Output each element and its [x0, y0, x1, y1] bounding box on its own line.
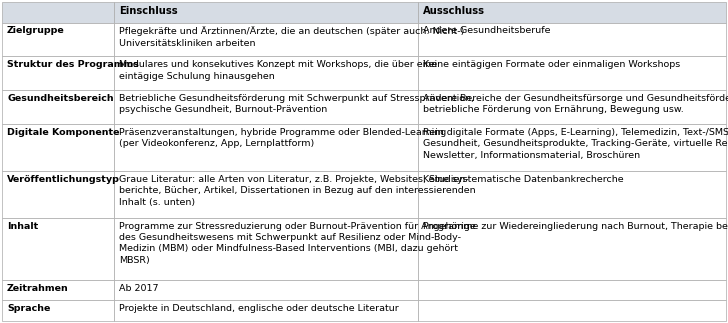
- Text: Rein digitale Formate (Apps, E-Learning), Telemedizin, Text-/SMS-basierte
Gesund: Rein digitale Formate (Apps, E-Learning)…: [423, 128, 728, 160]
- Bar: [114, 218, 418, 280]
- Bar: [418, 56, 726, 90]
- Bar: [2, 218, 114, 280]
- Bar: [2, 300, 114, 321]
- Bar: [114, 124, 418, 171]
- Text: Keine systematische Datenbankrecherche: Keine systematische Datenbankrecherche: [423, 175, 624, 184]
- Text: Präsenzveranstaltungen, hybride Programme oder Blended-Learning
(per Videokonfer: Präsenzveranstaltungen, hybride Programm…: [119, 128, 446, 148]
- Bar: [418, 90, 726, 124]
- Text: Veröffentlichungstyp: Veröffentlichungstyp: [7, 175, 120, 184]
- Text: Betriebliche Gesundheitsförderung mit Schwerpunkt auf Stressprävention,
psychisc: Betriebliche Gesundheitsförderung mit Sc…: [119, 94, 475, 114]
- Text: Einschluss: Einschluss: [119, 5, 178, 16]
- Bar: [114, 280, 418, 300]
- Bar: [2, 2, 114, 23]
- Text: Ab 2017: Ab 2017: [119, 284, 159, 293]
- Text: Struktur des Programms: Struktur des Programms: [7, 60, 139, 69]
- Bar: [418, 171, 726, 218]
- Bar: [418, 2, 726, 23]
- Bar: [2, 23, 114, 56]
- Text: Programme zur Wiedereingliederung nach Burnout, Therapie bei Burnout: Programme zur Wiedereingliederung nach B…: [423, 222, 728, 231]
- Text: Andere Bereiche der Gesundheitsfürsorge und Gesundheitsförderung,
betriebliche F: Andere Bereiche der Gesundheitsfürsorge …: [423, 94, 728, 114]
- Bar: [2, 124, 114, 171]
- Text: Keine eintägigen Formate oder einmaligen Workshops: Keine eintägigen Formate oder einmaligen…: [423, 60, 681, 69]
- Bar: [418, 280, 726, 300]
- Bar: [114, 171, 418, 218]
- Bar: [2, 56, 114, 90]
- Bar: [418, 300, 726, 321]
- Bar: [114, 56, 418, 90]
- Text: Programme zur Stressreduzierung oder Burnout-Prävention für Angehörige
des Gesun: Programme zur Stressreduzierung oder Bur…: [119, 222, 476, 265]
- Text: Graue Literatur: alle Arten von Literatur, z.B. Projekte, Websites, Studien-
ber: Graue Literatur: alle Arten von Literatu…: [119, 175, 476, 206]
- Text: Pflegekräfte und Ärztinnen/Ärzte, die an deutschen (später auch: Nicht-)
Univers: Pflegekräfte und Ärztinnen/Ärzte, die an…: [119, 26, 464, 47]
- Text: Gesundheitsbereich: Gesundheitsbereich: [7, 94, 114, 103]
- Bar: [418, 218, 726, 280]
- Bar: [2, 171, 114, 218]
- Text: Sprache: Sprache: [7, 304, 50, 313]
- Text: Zeitrahmen: Zeitrahmen: [7, 284, 68, 293]
- Bar: [418, 23, 726, 56]
- Bar: [2, 90, 114, 124]
- Text: Projekte in Deutschland, englische oder deutsche Literatur: Projekte in Deutschland, englische oder …: [119, 304, 399, 313]
- Text: Ausschluss: Ausschluss: [423, 5, 485, 16]
- Bar: [114, 23, 418, 56]
- Text: Digitale Komponente: Digitale Komponente: [7, 128, 119, 137]
- Bar: [114, 2, 418, 23]
- Text: Modulares und konsekutives Konzept mit Workshops, die über eine
eintägige Schulu: Modulares und konsekutives Konzept mit W…: [119, 60, 438, 80]
- Bar: [2, 280, 114, 300]
- Bar: [114, 90, 418, 124]
- Text: Andere Gesundheitsberufe: Andere Gesundheitsberufe: [423, 26, 550, 35]
- Text: Inhalt: Inhalt: [7, 222, 39, 231]
- Text: Zielgruppe: Zielgruppe: [7, 26, 65, 35]
- Bar: [418, 124, 726, 171]
- Bar: [114, 300, 418, 321]
